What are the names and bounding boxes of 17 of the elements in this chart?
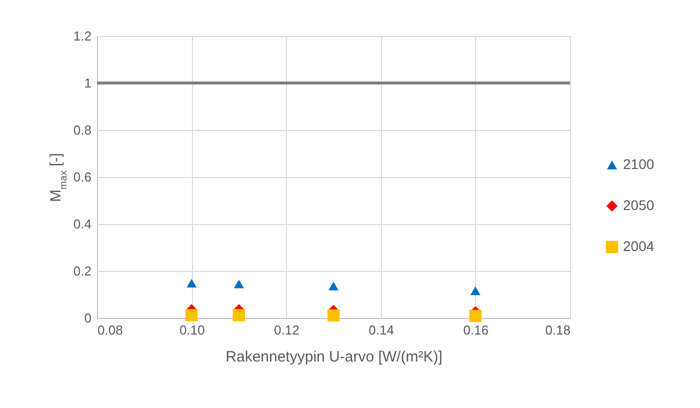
y-tick-label: 0.8 <box>73 122 92 138</box>
y-tick-label: 0.4 <box>73 216 92 232</box>
x-tick-label: 0.14 <box>368 322 394 338</box>
y-tick-label: 0.6 <box>73 170 92 184</box>
legend-label: 2100 <box>623 156 654 172</box>
y-tick-label: 1.2 <box>73 28 92 44</box>
x-tick-label: 0.12 <box>274 322 300 338</box>
x-tick-label: 0.10 <box>179 322 205 338</box>
y-tick-label: 0 <box>84 310 92 326</box>
x-tick-label: 0.18 <box>545 322 570 338</box>
legend-label: 2004 <box>623 238 654 254</box>
x-tick-label: 0.16 <box>463 322 489 338</box>
legend-label: 2050 <box>623 197 654 213</box>
x-axis-title: Rakennetyypin U-arvo [W/(m²K)] <box>226 348 442 366</box>
x-tick-label: 0.08 <box>98 322 123 338</box>
y-tick-label: 0.2 <box>73 264 92 278</box>
y-tick-label: 1 <box>84 76 92 90</box>
